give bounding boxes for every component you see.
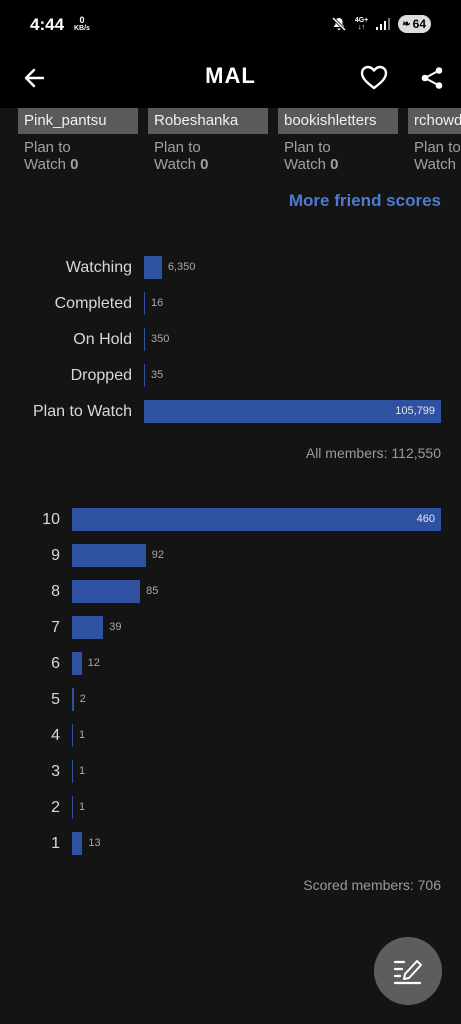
status-time: 4:44 xyxy=(30,15,65,34)
battery-saver-icon: ❧ xyxy=(402,18,411,30)
score-bar xyxy=(72,724,73,747)
score-value: 2 xyxy=(79,693,86,705)
edit-list-icon xyxy=(393,960,422,985)
friend-name[interactable]: bookishletters xyxy=(278,108,398,134)
score-label: 9 xyxy=(51,547,60,564)
status-bar: 4:44 0 KB/s 4G+ ↓↑ ❧ 64 xyxy=(0,0,461,50)
status-value: 16 xyxy=(151,297,164,309)
battery-indicator: ❧ 64 xyxy=(398,15,431,33)
score-label: 8 xyxy=(51,583,60,600)
status-bar xyxy=(144,328,145,351)
friend-name[interactable]: Pink_pantsu xyxy=(18,108,138,134)
status-label: Watching xyxy=(65,259,132,276)
friend-card[interactable]: Pink_pantsu Plan to Watch 0 xyxy=(18,108,138,173)
score-label: 6 xyxy=(51,655,60,672)
network-type-label: 4G+ xyxy=(354,17,369,24)
score-bar xyxy=(72,796,73,819)
back-arrow-icon xyxy=(24,68,45,88)
status-bar xyxy=(144,364,145,387)
back-button[interactable] xyxy=(16,60,52,96)
score-value: 1 xyxy=(79,801,86,813)
score-label: 3 xyxy=(51,763,60,780)
friend-score: 0 xyxy=(330,156,339,173)
share-icon xyxy=(421,67,443,89)
friend-status-line2: Watch xyxy=(24,156,66,173)
score-label: 10 xyxy=(42,511,60,528)
score-bar xyxy=(72,760,73,783)
friend-status: Plan to Watch 0 xyxy=(278,139,398,173)
status-label: Completed xyxy=(54,295,132,312)
score-bar xyxy=(72,652,82,675)
battery-level: 64 xyxy=(412,17,426,31)
friend-name[interactable]: Robeshanka xyxy=(148,108,268,134)
status-label: On Hold xyxy=(73,331,132,348)
scored-members-summary: Scored members: 706 xyxy=(303,877,441,893)
score-bar xyxy=(72,544,146,567)
network-type: 4G+ ↓↑ xyxy=(355,17,368,31)
score-value: 1 xyxy=(79,729,86,741)
friend-status-line1: Plan to xyxy=(24,139,71,156)
score-label: 1 xyxy=(51,835,60,852)
friend-status-line1: Plan to xyxy=(414,139,461,156)
score-value: 92 xyxy=(151,549,165,561)
friend-card[interactable]: rchowd Plan to Watch xyxy=(408,108,461,173)
score-value: 13 xyxy=(88,837,101,849)
network-speed-value: 0 xyxy=(79,15,85,25)
status-icons: 4G+ ↓↑ ❧ 64 xyxy=(331,15,431,33)
friend-score: 0 xyxy=(200,156,209,173)
status-value: 350 xyxy=(151,333,170,345)
share-button[interactable] xyxy=(414,60,450,96)
score-value: 85 xyxy=(146,585,159,597)
friend-status-line2: Watch xyxy=(284,156,326,173)
friend-status: Plan to Watch 0 xyxy=(148,139,268,173)
data-arrows-icon: ↓↑ xyxy=(358,24,366,31)
score-bar xyxy=(72,832,83,855)
status-value: 35 xyxy=(151,369,164,381)
friend-scores-row: Pink_pantsu Plan to Watch 0 Robeshanka P… xyxy=(18,108,461,180)
score-bar xyxy=(72,688,74,711)
score-label: 7 xyxy=(51,619,60,636)
score-label: 2 xyxy=(51,799,60,816)
friend-card[interactable]: Robeshanka Plan to Watch 0 xyxy=(148,108,268,173)
favorite-button[interactable] xyxy=(356,60,392,96)
signal-icon xyxy=(376,18,391,30)
friend-status-line1: Plan to xyxy=(284,139,331,156)
edit-list-button[interactable] xyxy=(374,937,442,1005)
score-value: 12 xyxy=(87,657,100,669)
status-bar xyxy=(144,400,441,423)
network-speed: 0 KB/s xyxy=(74,15,90,33)
status-bar xyxy=(144,256,162,279)
status-value: 105,799 xyxy=(395,405,435,417)
status-bar xyxy=(144,292,145,315)
score-bar xyxy=(72,616,104,639)
score-label: 5 xyxy=(51,691,60,708)
friend-status-line2: Watch xyxy=(414,156,456,173)
mute-icon xyxy=(331,16,346,32)
friend-status-line1: Plan to xyxy=(154,139,201,156)
friend-status: Plan to Watch 0 xyxy=(18,139,138,173)
status-label: Dropped xyxy=(70,367,132,384)
score-bar xyxy=(72,508,441,531)
score-value: 39 xyxy=(109,621,122,633)
friend-card[interactable]: bookishletters Plan to Watch 0 xyxy=(278,108,398,173)
friend-status: Plan to Watch xyxy=(408,139,461,173)
score-bar xyxy=(72,580,141,603)
more-friend-scores-link[interactable]: More friend scores xyxy=(288,191,441,210)
friend-name[interactable]: rchowd xyxy=(408,108,461,134)
app-title: MAL xyxy=(205,63,256,88)
status-value: 6,350 xyxy=(167,261,196,273)
friend-score: 0 xyxy=(70,156,79,173)
app-bar: MAL xyxy=(0,50,461,108)
score-label: 4 xyxy=(51,727,60,744)
score-value: 460 xyxy=(416,513,435,525)
friend-status-line2: Watch xyxy=(154,156,196,173)
all-members-summary: All members: 112,550 xyxy=(305,445,441,461)
network-speed-unit: KB/s xyxy=(74,25,90,32)
heart-icon xyxy=(360,65,388,90)
status-label: Plan to Watch xyxy=(32,403,132,420)
score-value: 1 xyxy=(79,765,86,777)
